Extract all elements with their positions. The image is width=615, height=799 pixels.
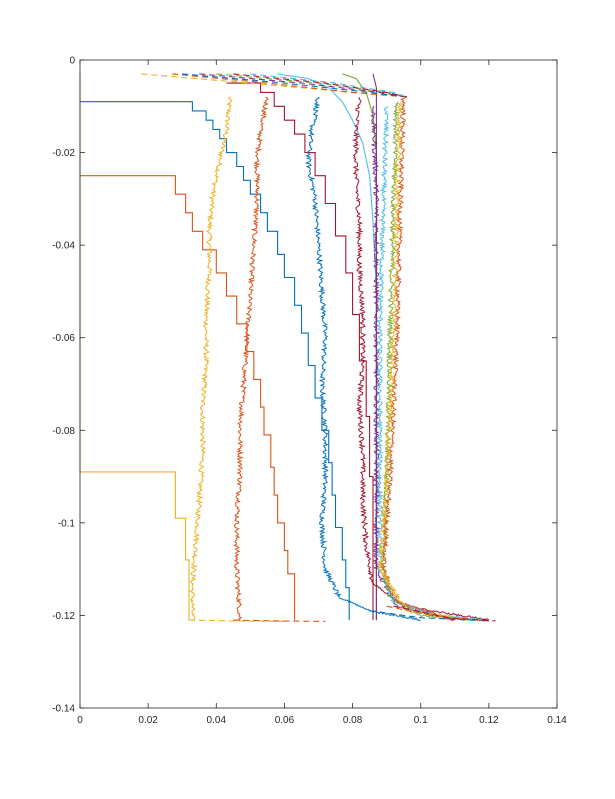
y-tick-label: -0.02 [52, 148, 75, 159]
series-line-1 [80, 471, 190, 621]
y-tick-label: -0.04 [52, 241, 75, 252]
x-tick-label: 0.12 [479, 715, 499, 726]
x-tick-label: 0 [77, 715, 83, 726]
series-line-28 [386, 605, 489, 622]
x-tick-label: 0.04 [207, 715, 227, 726]
x-tick-label: 0.14 [547, 715, 567, 726]
series-layer [79, 73, 496, 622]
series-line-11 [304, 96, 421, 622]
series-line-23 [233, 73, 408, 98]
series-line-2 [80, 175, 296, 621]
series-line-14 [375, 105, 483, 622]
x-tick-label: 0.1 [414, 715, 428, 726]
y-tick-label: -0.08 [52, 426, 75, 437]
y-tick-label: -0.1 [58, 518, 76, 529]
y-tick-label: -0.14 [52, 704, 75, 715]
series-line-24 [250, 73, 408, 98]
series-line-20 [182, 73, 408, 98]
axes-box [79, 59, 558, 709]
series-line-16 [380, 96, 455, 621]
y-tick-label: 0 [69, 56, 75, 67]
series-line-29 [393, 605, 496, 622]
series-line-4 [226, 82, 374, 621]
x-tick-label: 0.02 [138, 715, 158, 726]
series-line-9 [188, 96, 233, 621]
series-line-25 [188, 619, 285, 622]
series-line-26 [233, 619, 326, 622]
tick-layer: 0 0.02 0.04 0.06 0.08 0.1 0.12 0.14 0 -0.02 -0.04 -… [52, 56, 567, 727]
series-line-3 [80, 101, 350, 621]
x-tick-label: 0.08 [343, 715, 363, 726]
x-tick-label: 0.06 [275, 715, 295, 726]
y-tick-label: -0.06 [52, 333, 75, 344]
series-line-15 [380, 101, 473, 621]
series-line-10 [233, 96, 270, 621]
series-line-21 [199, 73, 408, 98]
series-line-17 [377, 101, 472, 621]
y-tick-label: -0.12 [52, 611, 75, 622]
series-line-13 [369, 105, 455, 621]
